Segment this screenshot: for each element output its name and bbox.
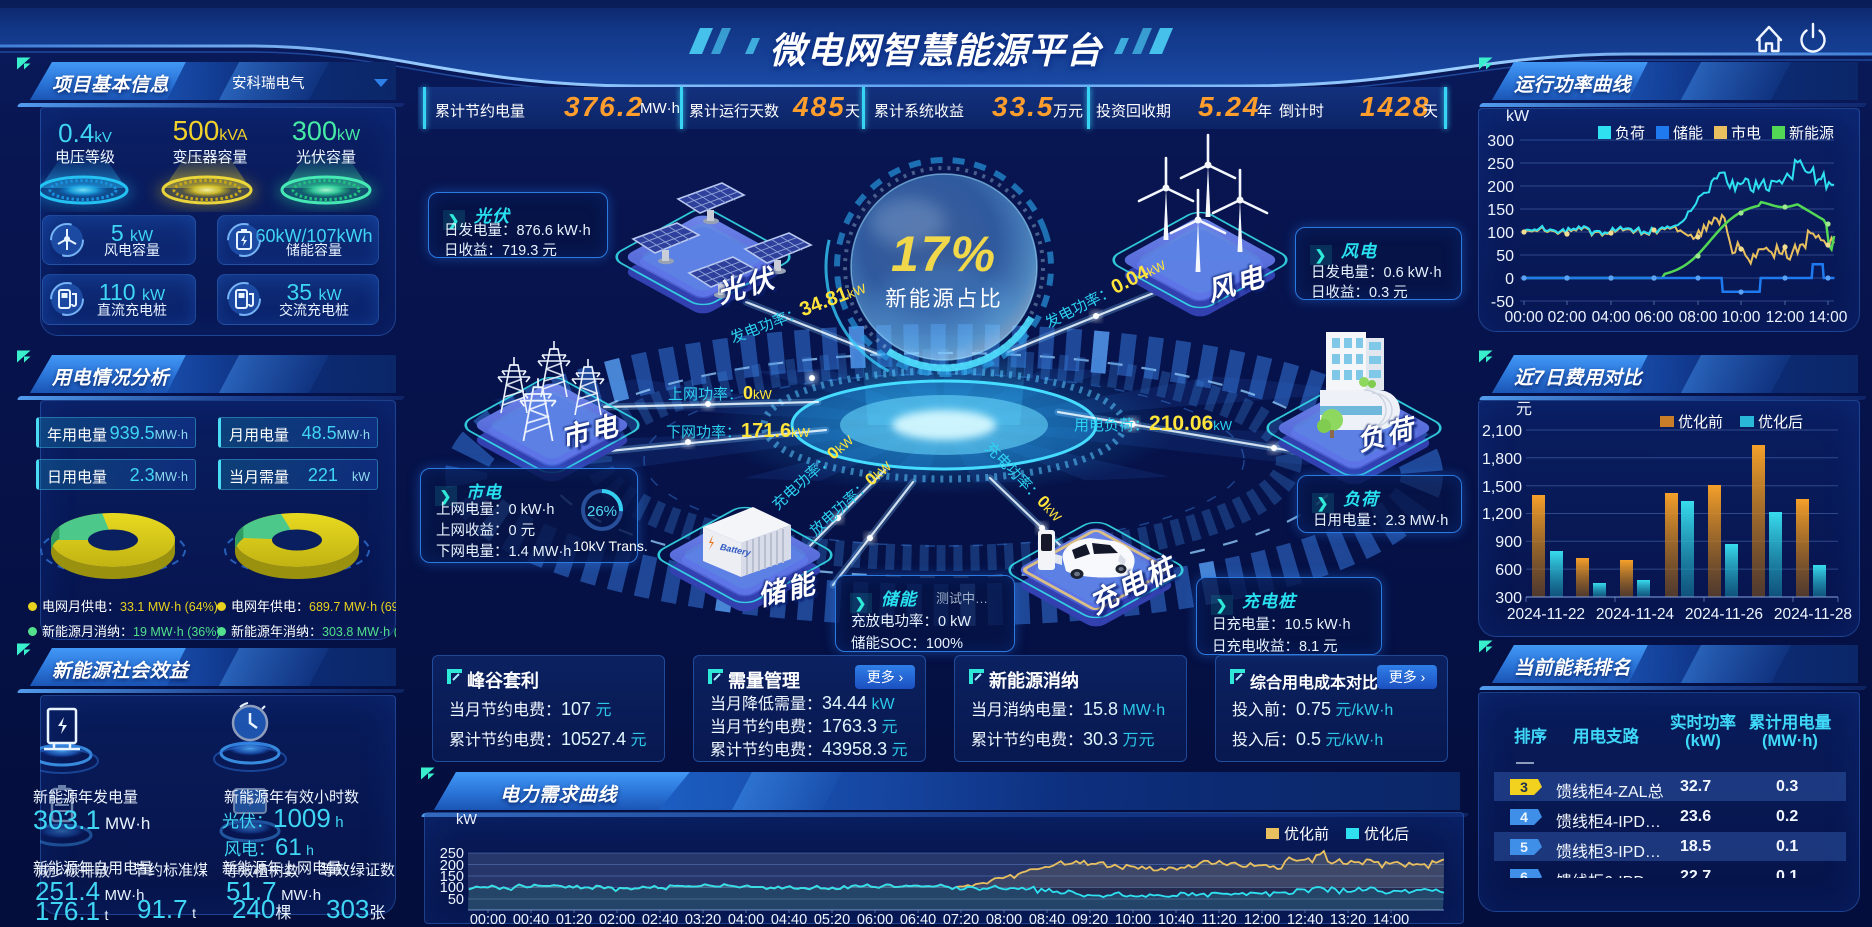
- svg-text:08:00: 08:00: [986, 912, 1022, 927]
- svg-text:优化前: 优化前: [1678, 414, 1723, 431]
- svg-text:50: 50: [1496, 248, 1514, 265]
- svg-text:负荷: 负荷: [1615, 125, 1645, 142]
- svg-text:07:20: 07:20: [943, 912, 979, 927]
- svg-text:01:20: 01:20: [556, 912, 592, 927]
- svg-text:优化前: 优化前: [1284, 826, 1329, 843]
- svg-text:0: 0: [1505, 271, 1514, 288]
- svg-text:04:00: 04:00: [728, 912, 764, 927]
- svg-text:300: 300: [1495, 590, 1522, 607]
- svg-text:元: 元: [1516, 401, 1532, 418]
- svg-text:2024-11-26: 2024-11-26: [1685, 606, 1763, 623]
- svg-text:2024-11-22: 2024-11-22: [1507, 606, 1585, 623]
- svg-text:新能源: 新能源: [1789, 125, 1834, 142]
- svg-text:6: 6: [1520, 869, 1528, 878]
- svg-text:1,500: 1,500: [1482, 479, 1522, 496]
- svg-text:250: 250: [1487, 156, 1514, 173]
- svg-text:-50: -50: [1491, 294, 1514, 311]
- svg-text:10:40: 10:40: [1158, 912, 1194, 927]
- svg-text:2024-11-28: 2024-11-28: [1774, 606, 1852, 623]
- svg-text:2,100: 2,100: [1482, 423, 1522, 440]
- svg-text:150: 150: [1487, 202, 1514, 219]
- svg-text:04:40: 04:40: [771, 912, 807, 927]
- svg-text:12:40: 12:40: [1287, 912, 1323, 927]
- svg-text:00:00: 00:00: [1505, 309, 1544, 326]
- svg-text:10:00: 10:00: [1722, 309, 1761, 326]
- svg-text:02:00: 02:00: [1548, 309, 1587, 326]
- svg-text:26%: 26%: [587, 503, 617, 520]
- svg-text:04:00: 04:00: [1592, 309, 1631, 326]
- svg-text:1,800: 1,800: [1482, 451, 1522, 468]
- svg-text:06:00: 06:00: [857, 912, 893, 927]
- svg-text:储能: 储能: [1673, 125, 1703, 142]
- svg-text:06:40: 06:40: [900, 912, 936, 927]
- svg-text:250: 250: [440, 846, 464, 862]
- svg-text:100: 100: [440, 880, 464, 896]
- svg-text:150: 150: [440, 869, 464, 885]
- svg-text:50: 50: [448, 892, 464, 908]
- svg-text:200: 200: [1487, 179, 1514, 196]
- svg-text:06:00: 06:00: [1635, 309, 1674, 326]
- svg-text:5: 5: [1520, 839, 1528, 855]
- svg-text:900: 900: [1495, 534, 1522, 551]
- svg-text:300: 300: [1487, 133, 1514, 150]
- svg-text:1,200: 1,200: [1482, 506, 1522, 523]
- svg-text:kW: kW: [456, 812, 477, 828]
- svg-text:10:00: 10:00: [1115, 912, 1151, 927]
- svg-text:4: 4: [1520, 809, 1528, 825]
- svg-text:优化后: 优化后: [1758, 414, 1803, 431]
- svg-text:00:40: 00:40: [513, 912, 549, 927]
- svg-text:14:00: 14:00: [1373, 912, 1409, 927]
- svg-text:kW: kW: [1506, 108, 1530, 125]
- svg-text:17%: 17%: [891, 226, 997, 282]
- svg-text:02:00: 02:00: [599, 912, 635, 927]
- svg-text:市电: 市电: [1731, 125, 1761, 142]
- svg-text:100: 100: [1487, 225, 1514, 242]
- svg-text:08:00: 08:00: [1679, 309, 1718, 326]
- svg-text:13:20: 13:20: [1330, 912, 1366, 927]
- svg-text:03:20: 03:20: [685, 912, 721, 927]
- svg-text:优化后: 优化后: [1364, 826, 1409, 843]
- svg-text:3: 3: [1520, 779, 1528, 795]
- svg-text:新能源占比: 新能源占比: [885, 287, 1003, 311]
- svg-text:05:20: 05:20: [814, 912, 850, 927]
- svg-text:00:00: 00:00: [470, 912, 506, 927]
- svg-text:12:00: 12:00: [1244, 912, 1280, 927]
- svg-text:200: 200: [440, 858, 464, 874]
- svg-text:11:20: 11:20: [1201, 912, 1236, 927]
- svg-text:600: 600: [1495, 562, 1522, 579]
- svg-text:08:40: 08:40: [1029, 912, 1065, 927]
- svg-text:09:20: 09:20: [1072, 912, 1108, 927]
- svg-text:12:00: 12:00: [1766, 309, 1805, 326]
- svg-text:2024-11-24: 2024-11-24: [1596, 606, 1675, 623]
- svg-text:02:40: 02:40: [642, 912, 678, 927]
- svg-text:14:00: 14:00: [1809, 309, 1848, 326]
